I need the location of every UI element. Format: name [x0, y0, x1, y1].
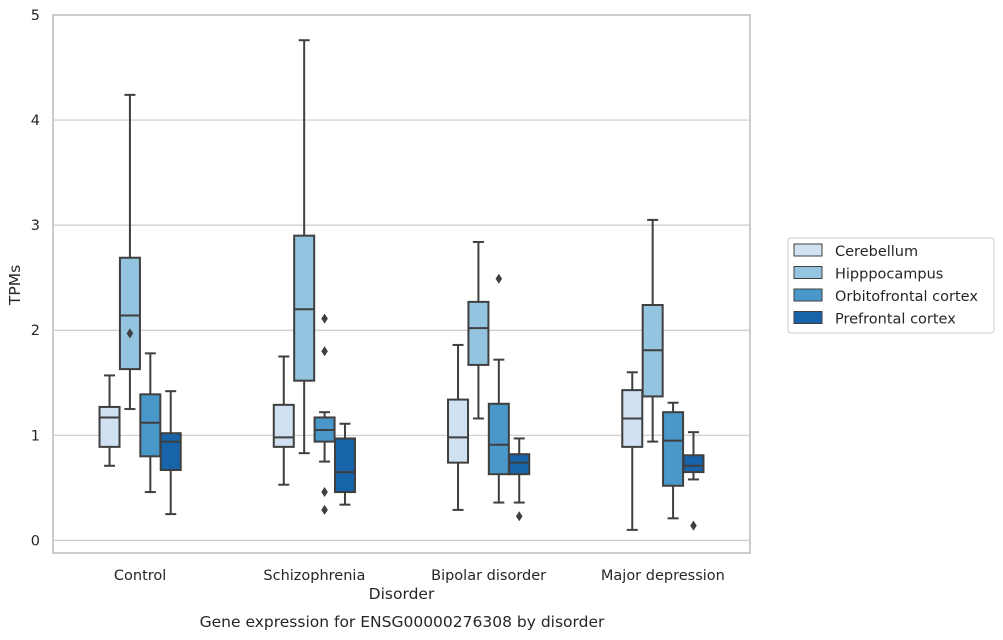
box-outlier	[321, 346, 328, 357]
box-body	[467, 300, 490, 366]
legend-swatch	[793, 266, 823, 279]
box-outlier	[690, 520, 697, 531]
y-tick-label: 0	[31, 533, 40, 549]
box-outlier	[126, 328, 134, 339]
x-tick-label: Schizophrenia	[263, 568, 365, 584]
box-body	[662, 411, 685, 487]
box-plots	[98, 39, 705, 531]
x-tick-label: Bipolar disorder	[431, 568, 546, 584]
box-group	[118, 93, 141, 411]
box-group	[508, 437, 531, 522]
legend-label: Hipppocampus	[835, 267, 943, 283]
x-tick-label: Major depression	[601, 568, 725, 584]
box-group	[98, 374, 121, 467]
box-outlier	[515, 511, 523, 522]
box-outlier	[321, 487, 328, 498]
plot-area-frame	[52, 14, 751, 554]
box-body	[98, 405, 121, 448]
box-group	[272, 355, 295, 486]
box-group	[467, 240, 490, 420]
box-group	[159, 390, 182, 516]
x-axis-label: Disorder	[369, 585, 435, 603]
box-body	[333, 437, 356, 494]
chart-caption: Gene expression for ENSG00000276308 by d…	[200, 613, 605, 631]
box-group	[293, 39, 316, 455]
legend-swatch	[793, 243, 823, 257]
y-tick-label: 1	[31, 428, 40, 444]
box-body	[159, 432, 182, 471]
y-tick-label: 4	[31, 113, 40, 129]
box-outlier	[495, 273, 503, 284]
y-axis-ticks: 0 1 2 3 4 5	[31, 8, 40, 549]
box-body	[118, 256, 141, 371]
box-body	[139, 393, 162, 458]
x-axis-ticks: Control Schizophrenia Bipolar disorder Majo…	[114, 568, 725, 584]
legend-label: Cerebellum	[835, 244, 918, 260]
box-body	[293, 234, 316, 382]
box-group	[487, 273, 510, 504]
box-group	[682, 431, 705, 531]
box-body	[508, 453, 531, 476]
y-axis-label: TPMs	[6, 265, 24, 306]
box-group	[641, 218, 664, 443]
legend: Cerebellum Hipppocampus Orbitofrontal cort…	[787, 237, 995, 334]
legend-label: Prefrontal cortex	[835, 312, 956, 328]
y-tick-label: 2	[31, 323, 40, 339]
box-group	[139, 352, 162, 494]
box-outlier	[321, 504, 328, 515]
box-body	[272, 403, 295, 448]
box-group	[313, 313, 336, 515]
box-body	[682, 454, 705, 474]
box-group	[333, 422, 356, 506]
legend-swatch	[793, 288, 823, 302]
box-outlier	[321, 313, 328, 324]
y-tick-label: 3	[31, 218, 40, 234]
legend-label: Orbitofrontal cortex	[835, 289, 978, 305]
box-body	[487, 402, 510, 476]
box-group	[662, 401, 685, 520]
gridlines	[53, 14, 750, 541]
legend-swatch	[793, 311, 823, 324]
y-tick-label: 5	[31, 8, 40, 24]
box-group	[447, 343, 470, 511]
box-body	[447, 398, 470, 464]
box-group	[621, 371, 644, 531]
legend-frame	[787, 237, 995, 334]
x-tick-label: Control	[114, 568, 166, 584]
